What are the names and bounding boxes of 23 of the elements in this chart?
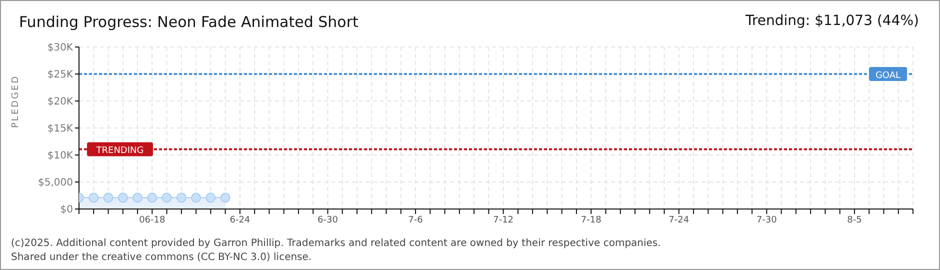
y-tick-label: $20K (47, 96, 74, 108)
ref-line-label: GOAL (875, 71, 901, 81)
x-tick-label: 6-24 (230, 215, 250, 226)
x-tick-label: 6-30 (318, 215, 338, 226)
y-tick-label: $25K (47, 70, 74, 81)
y-tick-label: $5,000 (38, 178, 73, 189)
x-tick-label: 7-12 (493, 215, 514, 226)
x-tick-label: 7-30 (756, 215, 778, 226)
x-tick-label: 7-24 (668, 215, 690, 226)
text: (c)2025. Additional content provided by Garron Phillip. Trademarks and related content are owned by their respective companies. (11, 237, 661, 251)
y-tick-label: $30K (47, 42, 74, 54)
text: Shared under the creative commons (CC BY-NC 3.0) license. (11, 251, 313, 265)
text: Trending: $11,073 (44%) (745, 13, 919, 29)
x-tick-label: 06-18 (139, 215, 166, 226)
ref-line-label: TRENDING (95, 146, 144, 156)
y-axis-title: PLEDGED (11, 74, 22, 128)
x-tick-label: 8-5 (847, 215, 862, 226)
y-tick-label: $0 (60, 204, 73, 216)
chart-title: Funding Progress: Neon Fade Animated Short (19, 13, 358, 31)
y-tick-label: $10K (47, 150, 74, 162)
x-tick-label: 7-6 (408, 215, 424, 226)
y-tick-label: $15K (47, 124, 74, 135)
x-tick-label: 7-18 (580, 215, 602, 226)
